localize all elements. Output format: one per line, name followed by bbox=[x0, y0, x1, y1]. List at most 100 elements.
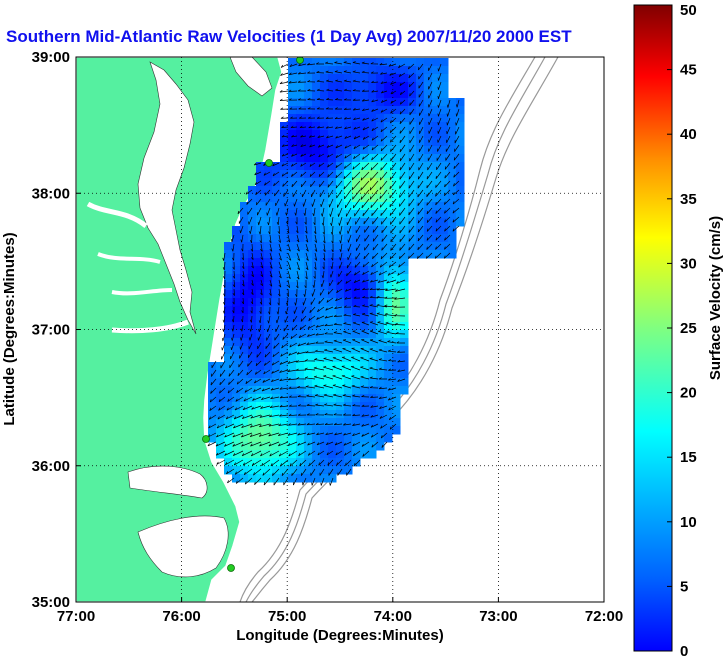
velocity-vector bbox=[331, 243, 334, 253]
velocity-vector bbox=[295, 368, 307, 371]
velocity-cell bbox=[304, 434, 313, 443]
velocity-vector bbox=[306, 413, 315, 416]
velocity-vector bbox=[388, 368, 397, 371]
velocity-vector bbox=[279, 90, 289, 93]
velocity-cell bbox=[320, 114, 329, 123]
velocity-cell bbox=[368, 66, 377, 75]
velocity-cell bbox=[392, 74, 401, 83]
velocity-cell bbox=[256, 434, 265, 443]
velocity-vector bbox=[280, 72, 289, 76]
velocity-vector bbox=[333, 403, 343, 407]
velocity-vector bbox=[371, 108, 379, 112]
velocity-vector bbox=[289, 63, 298, 68]
velocity-vector bbox=[380, 207, 388, 217]
velocity-vector bbox=[409, 117, 415, 125]
velocity-cell bbox=[264, 418, 273, 427]
velocity-cell bbox=[440, 58, 449, 67]
velocity-cell bbox=[448, 146, 457, 155]
velocity-vector bbox=[222, 324, 226, 332]
velocity-cell bbox=[424, 242, 433, 251]
velocity-cell bbox=[432, 154, 441, 163]
velocity-cell bbox=[432, 122, 441, 131]
albemarle-sound bbox=[127, 465, 208, 499]
velocity-cell bbox=[432, 210, 441, 219]
velocity-vector bbox=[380, 252, 388, 260]
velocity-cell bbox=[272, 330, 281, 339]
velocity-vector bbox=[224, 423, 235, 429]
velocity-vector bbox=[241, 450, 253, 457]
velocity-vector bbox=[455, 108, 460, 117]
velocity-vector bbox=[279, 98, 289, 101]
velocity-cell bbox=[392, 330, 401, 339]
velocity-cell bbox=[400, 234, 409, 243]
velocity-cell bbox=[432, 162, 441, 171]
velocity-vector bbox=[426, 234, 433, 241]
velocity-cell bbox=[304, 282, 313, 291]
velocity-vector bbox=[269, 288, 272, 296]
velocity-vector bbox=[372, 243, 379, 251]
velocity-cell bbox=[312, 218, 321, 227]
velocity-cell bbox=[296, 146, 305, 155]
velocity-cell bbox=[344, 282, 353, 291]
velocity-vector bbox=[338, 225, 343, 235]
velocity-cell bbox=[304, 290, 313, 299]
velocity-cell bbox=[352, 314, 361, 323]
velocity-cell bbox=[312, 442, 321, 451]
velocity-vector bbox=[234, 468, 244, 475]
velocity-cell bbox=[232, 298, 241, 307]
velocity-cell bbox=[376, 58, 385, 67]
velocity-vector bbox=[428, 117, 433, 126]
velocity-cell bbox=[352, 434, 361, 443]
velocity-vector bbox=[307, 88, 316, 92]
velocity-vector bbox=[232, 441, 244, 447]
velocity-cell bbox=[272, 226, 281, 235]
velocity-vector bbox=[328, 198, 334, 208]
velocity-vector bbox=[307, 107, 316, 110]
velocity-cell bbox=[328, 322, 337, 331]
velocity-cell bbox=[368, 138, 377, 147]
velocity-vector bbox=[335, 135, 343, 139]
velocity-cell bbox=[360, 234, 369, 243]
velocity-vector bbox=[242, 405, 253, 411]
velocity-cell bbox=[296, 210, 305, 219]
velocity-cell bbox=[304, 202, 313, 211]
colorbar-tick-label: 40 bbox=[680, 126, 697, 143]
velocity-cell bbox=[304, 306, 313, 315]
velocity-cell bbox=[376, 330, 385, 339]
velocity-cell bbox=[288, 346, 297, 355]
velocity-cell bbox=[344, 186, 353, 195]
velocity-vector bbox=[271, 369, 280, 374]
velocity-vector bbox=[371, 135, 379, 141]
velocity-cell bbox=[408, 250, 417, 259]
velocity-cell bbox=[304, 74, 313, 83]
velocity-cell bbox=[296, 322, 305, 331]
velocity-cell bbox=[224, 346, 233, 355]
velocity-vector bbox=[354, 270, 361, 276]
velocity-cell bbox=[336, 378, 345, 387]
velocity-vector bbox=[250, 441, 262, 447]
velocity-cell bbox=[432, 146, 441, 155]
velocity-vector bbox=[428, 126, 433, 134]
velocity-vector bbox=[278, 234, 281, 243]
velocity-vector bbox=[253, 387, 262, 393]
velocity-cell bbox=[328, 450, 337, 459]
velocity-cell bbox=[368, 362, 377, 371]
velocity-vector bbox=[435, 234, 442, 241]
velocity-cell bbox=[264, 266, 273, 275]
velocity-vector bbox=[345, 207, 352, 217]
velocity-cell bbox=[216, 442, 225, 451]
velocity-cell bbox=[336, 458, 345, 467]
velocity-cell bbox=[312, 434, 321, 443]
velocity-cell bbox=[272, 322, 281, 331]
velocity-vector bbox=[324, 340, 334, 344]
velocity-vector bbox=[342, 339, 352, 344]
velocity-vector bbox=[264, 180, 271, 186]
velocity-cell bbox=[344, 442, 353, 451]
velocity-cell bbox=[232, 290, 241, 299]
velocity-vector bbox=[320, 477, 325, 486]
velocity-cell bbox=[392, 418, 401, 427]
velocity-cell bbox=[376, 234, 385, 243]
velocity-cell bbox=[376, 178, 385, 187]
velocity-cell bbox=[392, 202, 401, 211]
